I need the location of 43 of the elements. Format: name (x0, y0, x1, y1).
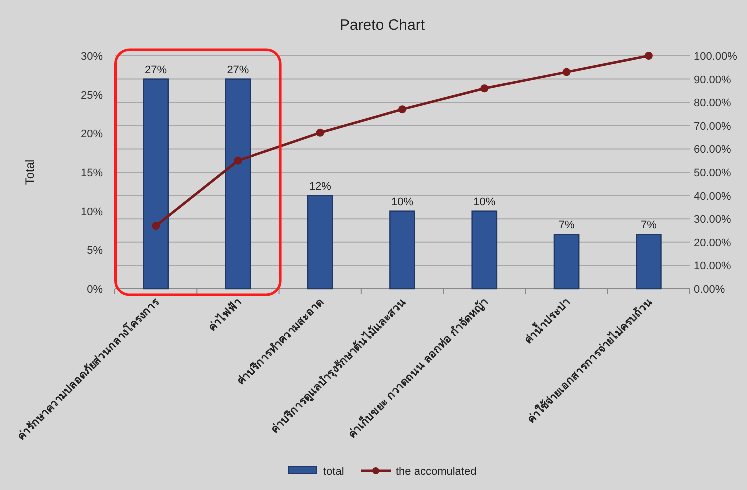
point (316, 128, 324, 137)
data-label: 12% (309, 180, 332, 193)
y-tick-label: 20% (80, 128, 104, 141)
y2-tick-label: 20.00% (694, 237, 732, 250)
y2-tick-label: 100.00% (694, 51, 738, 63)
bar (472, 210, 498, 290)
point (644, 52, 653, 60)
point (152, 222, 160, 230)
y2-tick-label: 80.00% (694, 98, 732, 110)
point (234, 156, 242, 165)
data-label: 27% (145, 64, 168, 76)
point (562, 68, 571, 76)
legend-label: the accomulated (396, 466, 477, 478)
y2-tick-label: 0.00% (694, 284, 726, 296)
y-tick-label: 15% (80, 168, 104, 180)
chart-title: Pareto Chart (340, 17, 426, 34)
y-tick-label: 25% (80, 90, 104, 102)
y-tick-label: 5% (87, 245, 104, 258)
data-label: 27% (227, 64, 250, 76)
data-label: 7% (558, 220, 575, 232)
y2-tick-label: 90.00% (694, 74, 732, 86)
data-label: 10% (474, 196, 496, 208)
y2-tick-label: 10.00% (694, 260, 732, 273)
bar (143, 78, 169, 290)
y2-tick-label: 30.00% (694, 214, 732, 226)
y-tick-label: 0% (87, 284, 104, 296)
y-tick-label: 10% (80, 206, 104, 218)
y-tick-label: 30% (80, 51, 104, 63)
bar (390, 210, 416, 290)
bar (307, 195, 334, 290)
data-label: 7% (640, 220, 658, 232)
bar (554, 234, 580, 290)
y-axis-title: Total (23, 160, 37, 186)
y2-tick-label: 40.00% (694, 190, 732, 203)
y2-tick-label: 60.00% (694, 144, 732, 156)
point (398, 106, 406, 114)
bar (225, 78, 252, 290)
data-label: 10% (391, 196, 414, 208)
y2-tick-label: 70.00% (694, 120, 732, 133)
point (480, 84, 489, 93)
legend-label: total (324, 466, 344, 478)
bar (636, 234, 662, 290)
y2-tick-label: 50.00% (694, 168, 732, 180)
